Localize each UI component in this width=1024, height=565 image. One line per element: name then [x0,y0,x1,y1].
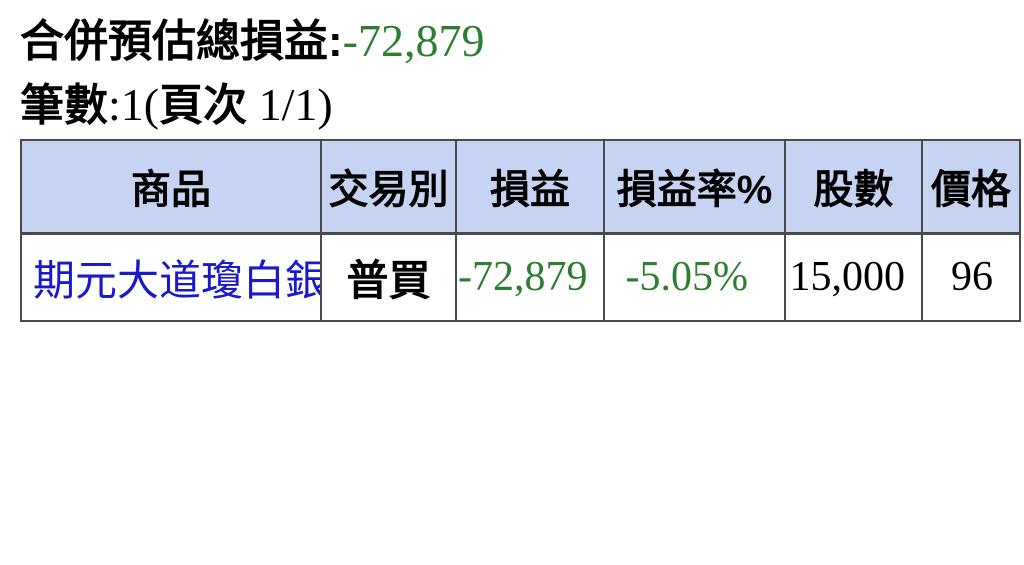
cell-pnl: -72,879 [455,232,605,322]
total-pnl-label: 合併預估總損益: [20,17,343,66]
column-header-product: 商品 [20,139,322,235]
page-index-value: 1/1) [247,79,333,130]
column-header-pnl: 損益 [455,139,605,235]
total-pnl-line: 合併預估總損益:-72,879 [20,10,484,74]
cell-product: 期元大道瓊白銀 [20,232,322,322]
column-header-pnl-rate: 損益率% [603,139,786,235]
page-index-label: 頁次 [159,81,248,130]
column-header-price: 價格 [921,139,1021,235]
table-header-row: 商品 交易別 損益 損益率% 股數 價格 [20,139,1021,235]
positions-table: 商品 交易別 損益 損益率% 股數 價格 期元大道瓊白銀 普買 -72,879 … [20,139,1021,322]
summary-header: 合併預估總損益:-72,879 筆數:1(頁次 1/1) [20,10,484,138]
column-header-trade-type: 交易別 [320,139,457,235]
table-row: 期元大道瓊白銀 普買 -72,879 -5.05% 15,000 96 [20,232,1021,322]
column-header-shares: 股數 [784,139,923,235]
cell-price: 96 [921,232,1021,322]
cell-pnl-rate: -5.05% [603,232,786,322]
record-count-label: 筆數 [20,81,108,130]
cell-trade-type: 普買 [320,232,457,322]
cell-shares: 15,000 [784,232,923,322]
product-link[interactable]: 期元大道瓊白銀 [33,256,321,304]
total-pnl-value: -72,879 [342,15,485,66]
record-count-line: 筆數:1(頁次 1/1) [20,74,484,138]
record-count-value: :1( [108,79,160,130]
